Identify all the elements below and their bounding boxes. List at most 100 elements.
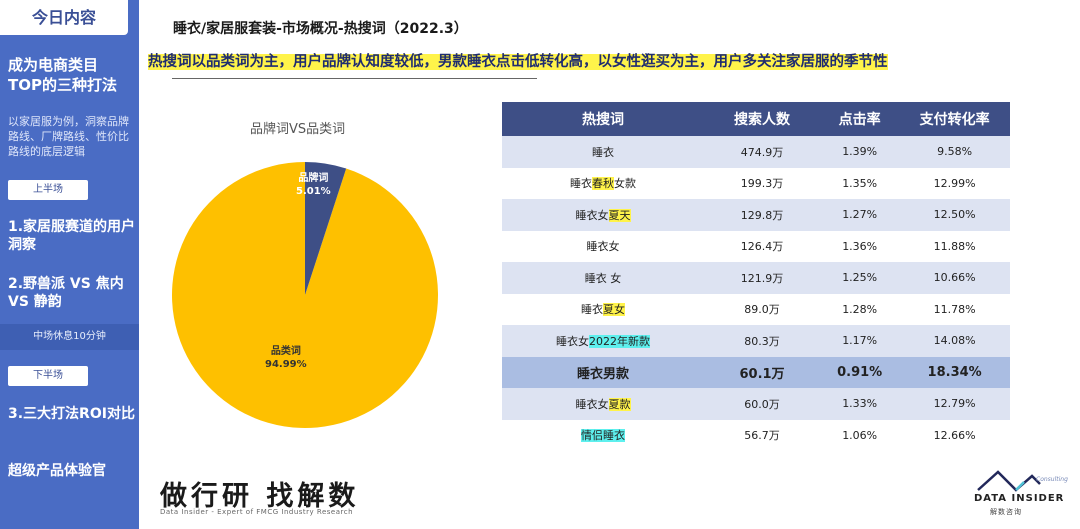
- table-row: 睡衣男款 60.1万 0.91% 18.34%: [502, 356, 1010, 388]
- agenda-item-2: 2.野兽派 VS 焦内 VS 静韵: [8, 276, 124, 310]
- keyword-base: 睡衣女: [575, 208, 609, 222]
- cell-keyword: 睡衣女2022年新款: [502, 325, 704, 357]
- table-row: 睡衣春秋女款 199.3万 1.35% 12.99%: [502, 167, 1010, 199]
- cell-cvr: 12.50%: [899, 199, 1010, 231]
- cell-searchers: 126.4万: [704, 230, 821, 262]
- cell-keyword: 睡衣女: [502, 230, 704, 262]
- cell-searchers: 56.7万: [704, 419, 821, 451]
- col-header-ctr: 点击率: [820, 102, 900, 136]
- cell-ctr: 1.17%: [820, 325, 900, 357]
- pie-slice-brand: [305, 162, 347, 295]
- keyword-highlight: 夏天: [608, 208, 631, 222]
- cell-searchers: 60.0万: [704, 388, 821, 420]
- brand-subtitle: Data Insider - Expert of FMCG Industry R…: [160, 508, 354, 516]
- sidebar-headline: 成为电商类目 TOP的三种打法: [8, 55, 134, 95]
- cell-ctr: 1.35%: [820, 167, 900, 199]
- banner-part-c: ，以女性逛买为主，用户多关注家居服的季节性: [583, 54, 888, 70]
- table-row: 睡衣 474.9万 1.39% 9.58%: [502, 136, 1010, 168]
- table-row: 睡衣女夏款 60.0万 1.33% 12.79%: [502, 388, 1010, 420]
- table-row: 睡衣女 126.4万 1.36% 11.88%: [502, 230, 1010, 262]
- pie-chart-title: 品牌词VS品类词: [250, 122, 346, 137]
- table-row: 睡衣夏女 89.0万 1.28% 11.78%: [502, 293, 1010, 325]
- cell-searchers: 89.0万: [704, 293, 821, 325]
- pie-label-category: 品类词 94.99%: [265, 345, 307, 371]
- cell-cvr: 14.08%: [899, 325, 1010, 357]
- cell-keyword: 睡衣男款: [502, 356, 704, 388]
- today-content-label: 今日内容: [0, 0, 128, 35]
- cell-searchers: 60.1万: [704, 356, 821, 388]
- col-header-searchers: 搜索人数: [704, 102, 821, 136]
- sidebar-description: 以家居服为例，洞察品牌路线、厂牌路线、性价比路线的底层逻辑: [8, 115, 129, 158]
- hot-search-table: 热搜词 搜索人数 点击率 支付转化率 睡衣 474.9万 1.39% 9.58% 睡衣春…: [502, 102, 1010, 451]
- first-half-badge: 上半场: [8, 180, 88, 200]
- keyword-base: 睡衣女: [586, 240, 620, 254]
- banner-part-a: 热搜词以品类词为主，用户品牌认知度较低，: [148, 54, 438, 70]
- table-row: 情侣睡衣 56.7万 1.06% 12.66%: [502, 419, 1010, 451]
- title-underline: [172, 78, 537, 79]
- agenda-item-final: 超级产品体验官: [8, 463, 106, 479]
- sidebar-headline-line1: 成为电商类目: [8, 56, 99, 74]
- sidebar: 今日内容 成为电商类目 TOP的三种打法 以家居服为例，洞察品牌路线、厂牌路线、…: [0, 0, 139, 529]
- keyword-highlight: 夏款: [608, 397, 631, 411]
- banner-part-b: 男款睡衣点击低转化高: [438, 54, 583, 70]
- cell-ctr: 1.25%: [820, 262, 900, 294]
- keyword-base: 睡衣 女: [584, 271, 622, 285]
- keyword-highlight: 情侣睡衣: [581, 429, 625, 443]
- keyword-highlight: 2022年新款: [589, 334, 650, 348]
- pie-label-category-value: 94.99%: [265, 359, 307, 370]
- consulting-label: Consulting: [1036, 476, 1068, 483]
- cell-keyword: 睡衣女夏天: [502, 199, 704, 231]
- cell-searchers: 80.3万: [704, 325, 821, 357]
- cell-keyword: 情侣睡衣: [502, 419, 704, 451]
- cell-cvr: 10.66%: [899, 262, 1010, 294]
- table-row: 睡衣女2022年新款 80.3万 1.17% 14.08%: [502, 325, 1010, 357]
- page-title: 睡衣/家居服套装-市场概况-热搜词（2022.3）: [173, 21, 468, 37]
- cell-searchers: 129.8万: [704, 199, 821, 231]
- cell-cvr: 11.78%: [899, 293, 1010, 325]
- cell-ctr: 1.33%: [820, 388, 900, 420]
- cell-cvr: 11.88%: [899, 230, 1010, 262]
- cell-keyword: 睡衣 女: [502, 262, 704, 294]
- sidebar-headline-line2: TOP的三种打法: [8, 76, 117, 94]
- cell-searchers: 199.3万: [704, 167, 821, 199]
- cell-ctr: 1.27%: [820, 199, 900, 231]
- cell-keyword: 睡衣: [502, 136, 704, 168]
- agenda-item-3: 3.三大打法ROI对比: [8, 406, 135, 422]
- pie-label-brand-value: 5.01%: [296, 186, 331, 197]
- cell-cvr: 9.58%: [899, 136, 1010, 168]
- cell-ctr: 1.06%: [820, 419, 900, 451]
- keyword-highlight: 春秋: [592, 177, 614, 191]
- pie-label-brand-name: 品牌词: [298, 173, 329, 184]
- data-insider-cn: 解数咨询: [990, 508, 1022, 516]
- cell-cvr: 18.34%: [899, 356, 1010, 388]
- cell-searchers: 474.9万: [704, 136, 821, 168]
- cell-cvr: 12.99%: [899, 167, 1010, 199]
- col-header-keyword: 热搜词: [502, 102, 704, 136]
- keyword-base: 睡衣: [570, 177, 592, 191]
- break-note: 中场休息10分钟: [0, 324, 139, 350]
- keyword-suffix: 女款: [614, 177, 636, 191]
- cell-cvr: 12.79%: [899, 388, 1010, 420]
- cell-ctr: 0.91%: [820, 356, 900, 388]
- brand-slogan: 做行研 找解数: [160, 481, 360, 512]
- pie-label-brand: 品牌词 5.01%: [296, 172, 331, 198]
- second-half-badge: 下半场: [8, 366, 88, 386]
- table-row: 睡衣女夏天 129.8万 1.27% 12.50%: [502, 199, 1010, 231]
- table-row: 睡衣 女 121.9万 1.25% 10.66%: [502, 262, 1010, 294]
- keyword-base: 睡衣女: [556, 334, 589, 348]
- agenda-item-1: 1.家居服赛道的用户洞察: [8, 219, 136, 253]
- data-insider-logo-icon: [977, 470, 1041, 492]
- cell-keyword: 睡衣夏女: [502, 293, 704, 325]
- summary-banner: 热搜词以品类词为主，用户品牌认知度较低，男款睡衣点击低转化高，以女性逛买为主，用…: [148, 50, 888, 71]
- keyword-base: 睡衣男款: [576, 366, 629, 382]
- cell-ctr: 1.36%: [820, 230, 900, 262]
- keyword-base: 睡衣女: [575, 397, 609, 411]
- pie-label-category-name: 品类词: [270, 346, 301, 357]
- cell-ctr: 1.39%: [820, 136, 900, 168]
- cell-cvr: 12.66%: [899, 419, 1010, 451]
- cell-searchers: 121.9万: [704, 262, 821, 294]
- col-header-cvr: 支付转化率: [899, 102, 1010, 136]
- data-insider-name: DATA INSIDER: [974, 493, 1065, 504]
- table-header-row: 热搜词 搜索人数 点击率 支付转化率: [502, 102, 1010, 136]
- pie-slice-category: [172, 162, 439, 428]
